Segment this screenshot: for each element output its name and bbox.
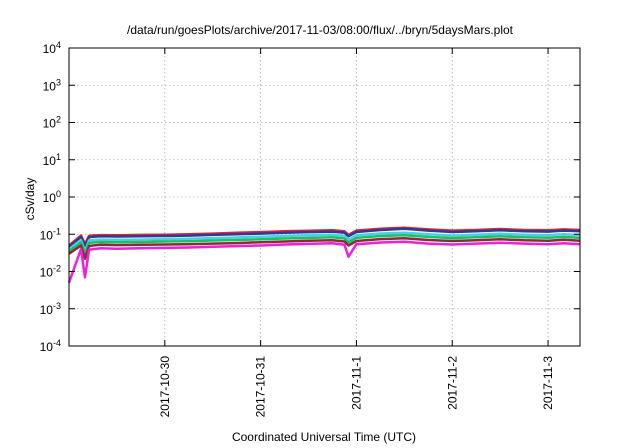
y-tick-label: 100 (43, 189, 61, 205)
plot-frame (68, 47, 581, 347)
y-tick-label: 104 (43, 40, 61, 56)
series-line (68, 234, 581, 255)
y-tick-label: 101 (43, 152, 61, 168)
chart-title: /data/run/goesPlots/archive/2017-11-03/0… (127, 23, 514, 37)
y-tick-label: 103 (43, 77, 61, 93)
series-line (68, 237, 581, 260)
series-layer (67, 226, 581, 284)
y-tick-label: 10-2 (40, 264, 61, 280)
y-tick-label: 10-3 (40, 301, 61, 317)
series-line (68, 231, 581, 253)
x-tick-label: 2017-11-1 (349, 356, 363, 410)
y-tick-label: 10-4 (40, 338, 61, 354)
y-tick-label: 10-1 (40, 226, 61, 242)
y-tick-label: 102 (43, 115, 61, 131)
series-line (67, 240, 581, 284)
x-tick-label: 2017-10-30 (158, 356, 172, 418)
grid (69, 48, 580, 346)
x-tick-label: 2017-10-31 (254, 356, 268, 418)
axes: 10-4 10-3 10-2 10-1 100 101 102 103 104 2017-10-3… (40, 40, 581, 418)
x-tick-label: 2017-11-3 (541, 356, 555, 410)
series-line (68, 227, 581, 249)
x-axis-label: Coordinated Universal Time (UTC) (232, 430, 416, 444)
x-tick-label: 2017-11-2 (445, 356, 459, 410)
y-axis-label: cSv/day (23, 178, 37, 221)
